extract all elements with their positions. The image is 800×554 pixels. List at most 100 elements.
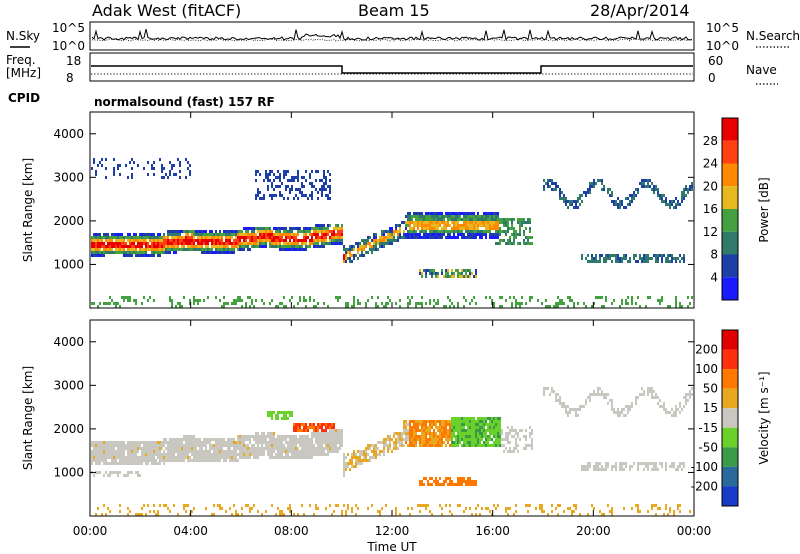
power-cell [249,227,251,230]
power-cell [175,245,177,248]
power-cell [279,191,281,194]
velocity-cell [129,447,131,450]
velocity-cell [571,408,573,411]
power-cell [651,182,653,185]
velocity-cell [153,504,155,507]
velocity-cell [131,447,133,450]
velocity-cell [201,459,203,462]
power-cell [623,257,625,260]
velocity-cell [529,432,531,435]
velocity-cell [367,459,369,462]
velocity-cell [167,450,169,453]
velocity-cell [335,441,337,444]
velocity-cell [173,453,175,456]
power-cell [571,203,573,206]
velocity-cell [189,444,191,447]
velocity-cell [469,444,471,447]
freq-tick-top: 18 [66,54,81,68]
velocity-cell [141,441,143,444]
velocity-cell [673,510,675,513]
power-cell [431,236,433,239]
velocity-cell [559,504,561,507]
power-cell [391,242,393,245]
velocity-cell [277,435,279,438]
power-cell [257,242,259,245]
power-cell [487,230,489,233]
velocity-cell [345,513,347,516]
power-cell [485,230,487,233]
power-cell [159,236,161,239]
power-cell [519,218,521,221]
power-cell [295,236,297,239]
velocity-cell [497,435,499,438]
power-cell [439,212,441,215]
velocity-cell [507,441,509,444]
power-cell [359,248,361,251]
velocity-cell [631,507,633,510]
power-cell [505,218,507,221]
velocity-cell [403,420,405,423]
power-cell [111,299,113,302]
power-cell [359,254,361,257]
power-cell [657,260,659,263]
power-cell [597,260,599,263]
velocity-cell [187,450,189,453]
velocity-cell [465,435,467,438]
power-cell [97,245,99,248]
velocity-cell [327,423,329,426]
velocity-cell [531,432,533,435]
velocity-cell [459,483,461,486]
velocity-cell [147,441,149,444]
velocity-cell [253,438,255,441]
velocity-cell [455,444,457,447]
velocity-cell [283,450,285,453]
velocity-cell [103,456,105,459]
power-cell [427,215,429,218]
power-cell [481,236,483,239]
power-cell [107,236,109,239]
power-cell [669,254,671,257]
power-cell [287,179,289,182]
power-cell [487,221,489,224]
power-cell [353,299,355,302]
velocity-cell [429,432,431,435]
velocity-cell [241,450,243,453]
velocity-cell [483,429,485,432]
power-cell [453,227,455,230]
velocity-cell [461,429,463,432]
power-cell [373,242,375,245]
velocity-cell [125,474,127,477]
velocity-cell [185,438,187,441]
power-cell [299,230,301,233]
power-cell [217,233,219,236]
velocity-cell [273,450,275,453]
velocity-cell [445,477,447,480]
velocity-cell [477,420,479,423]
power-cell [179,161,181,164]
power-cell [619,203,621,206]
velocity-cell [275,417,277,420]
velocity-cell [155,447,157,450]
power-cell [641,257,643,260]
power-cell [391,227,393,230]
power-cell [199,242,201,245]
power-cell [205,245,207,248]
power-cell [189,245,191,248]
power-cell [191,242,193,245]
power-cell [229,239,231,242]
power-cell [503,218,505,221]
power-cell [411,215,413,218]
velocity-cell [297,513,299,516]
power-cell [151,167,153,170]
power-cell [211,248,213,251]
velocity-cell [243,453,245,456]
velocity-cell [147,450,149,453]
power-cell [103,245,105,248]
velocity-cell [321,438,323,441]
power-cell [91,302,93,305]
power-cell [493,218,495,221]
power-cell [321,224,323,227]
power-cell [323,170,325,173]
velocity-cell [297,450,299,453]
power-cell [679,254,681,257]
